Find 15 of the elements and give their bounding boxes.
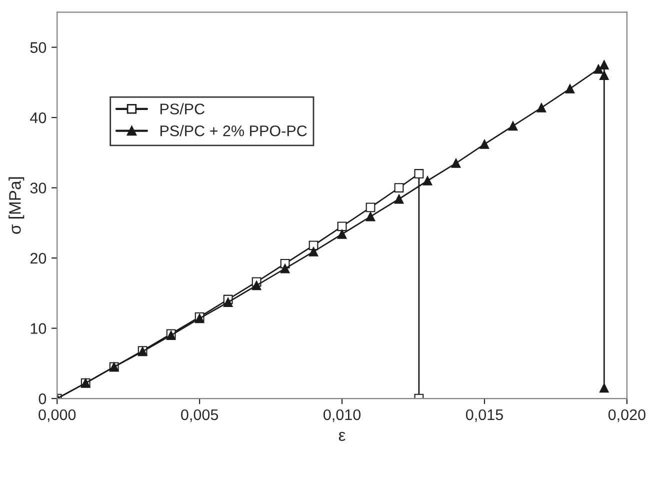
x-tick-label: 0,010 xyxy=(324,409,361,422)
legend-label: PS/PC xyxy=(160,103,204,114)
y-tick-label: 20 xyxy=(30,252,46,264)
x-tick-label: 0,000 xyxy=(38,409,76,422)
y-axis-title: σ [MPa] xyxy=(8,177,24,234)
y-tick-label: 10 xyxy=(30,323,46,334)
x-tick-label: 0,005 xyxy=(181,409,218,422)
y-tick-label: 0 xyxy=(38,393,46,404)
y-tick-label: 40 xyxy=(30,112,46,124)
x-tick-label: 0,020 xyxy=(608,409,646,422)
y-tick-label: 30 xyxy=(30,182,46,194)
legend-label: PS/PC + 2% PPO-PC xyxy=(160,125,307,136)
y-tick-label: 50 xyxy=(30,42,46,53)
x-axis-title: ε xyxy=(338,432,346,441)
x-tick-label: 0,015 xyxy=(466,409,503,422)
